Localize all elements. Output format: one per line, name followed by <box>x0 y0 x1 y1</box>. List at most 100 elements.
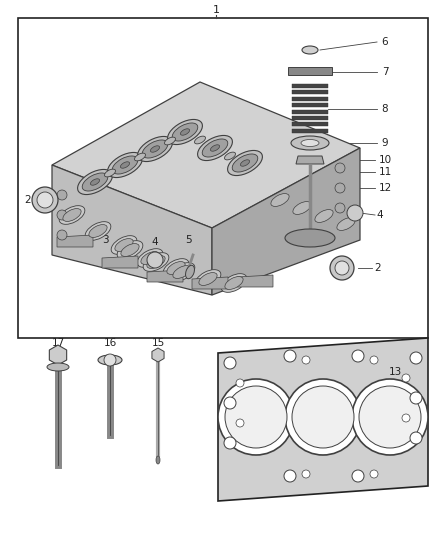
Ellipse shape <box>141 252 159 264</box>
Ellipse shape <box>120 162 130 168</box>
Ellipse shape <box>271 193 289 206</box>
Circle shape <box>285 379 361 455</box>
Circle shape <box>335 203 345 213</box>
Ellipse shape <box>225 277 243 289</box>
Text: 6: 6 <box>381 37 389 47</box>
Polygon shape <box>292 109 328 114</box>
Ellipse shape <box>78 169 113 195</box>
Polygon shape <box>292 97 328 101</box>
Text: 15: 15 <box>152 338 165 348</box>
Ellipse shape <box>105 169 116 177</box>
Circle shape <box>284 470 296 482</box>
Ellipse shape <box>225 152 236 160</box>
Polygon shape <box>57 235 93 247</box>
Ellipse shape <box>168 119 202 144</box>
Circle shape <box>224 437 236 449</box>
Circle shape <box>225 386 287 448</box>
Bar <box>18 18 428 338</box>
Polygon shape <box>147 270 183 282</box>
Ellipse shape <box>291 136 329 150</box>
Ellipse shape <box>108 152 142 177</box>
Ellipse shape <box>85 222 111 240</box>
Ellipse shape <box>121 244 139 256</box>
Circle shape <box>236 379 244 387</box>
Polygon shape <box>288 67 332 75</box>
Ellipse shape <box>147 255 165 269</box>
Circle shape <box>292 386 354 448</box>
Polygon shape <box>296 156 324 164</box>
Ellipse shape <box>47 363 69 371</box>
Text: 13: 13 <box>389 367 402 377</box>
Polygon shape <box>292 84 328 88</box>
Circle shape <box>335 261 349 275</box>
Ellipse shape <box>180 129 190 135</box>
Ellipse shape <box>63 208 81 221</box>
Ellipse shape <box>172 123 198 141</box>
Text: 8: 8 <box>381 104 389 114</box>
Ellipse shape <box>173 265 191 278</box>
Ellipse shape <box>202 139 228 157</box>
Ellipse shape <box>163 259 189 277</box>
Ellipse shape <box>142 140 168 158</box>
Text: 17: 17 <box>51 338 65 348</box>
Circle shape <box>402 414 410 422</box>
Polygon shape <box>102 256 138 268</box>
Circle shape <box>370 470 378 478</box>
Text: 4: 4 <box>377 210 383 220</box>
Circle shape <box>57 210 67 220</box>
Ellipse shape <box>134 153 145 161</box>
Polygon shape <box>292 116 328 120</box>
Ellipse shape <box>210 145 219 151</box>
Circle shape <box>330 256 354 280</box>
Text: 7: 7 <box>381 67 389 77</box>
Circle shape <box>359 386 421 448</box>
Polygon shape <box>218 338 428 501</box>
Circle shape <box>352 379 428 455</box>
Polygon shape <box>237 275 273 287</box>
Text: 4: 4 <box>152 237 158 247</box>
Text: 3: 3 <box>102 235 108 245</box>
Text: 1: 1 <box>212 5 219 15</box>
Polygon shape <box>212 148 360 295</box>
Circle shape <box>236 419 244 427</box>
Text: 2: 2 <box>25 195 31 205</box>
Circle shape <box>302 470 310 478</box>
Ellipse shape <box>115 239 133 252</box>
Ellipse shape <box>117 241 143 260</box>
Circle shape <box>335 163 345 173</box>
Ellipse shape <box>198 135 233 160</box>
Ellipse shape <box>221 273 247 292</box>
Ellipse shape <box>112 156 138 174</box>
Circle shape <box>218 379 294 455</box>
Polygon shape <box>52 82 360 228</box>
Circle shape <box>104 354 116 366</box>
Circle shape <box>302 356 310 364</box>
Circle shape <box>224 397 236 409</box>
Circle shape <box>352 350 364 362</box>
Text: 9: 9 <box>381 138 389 148</box>
Circle shape <box>347 205 363 221</box>
Circle shape <box>370 356 378 364</box>
Ellipse shape <box>199 272 217 286</box>
Circle shape <box>57 190 67 200</box>
Ellipse shape <box>337 217 355 230</box>
Circle shape <box>147 252 163 268</box>
Polygon shape <box>292 128 328 133</box>
Circle shape <box>352 470 364 482</box>
Ellipse shape <box>315 209 333 222</box>
Polygon shape <box>292 122 328 126</box>
Ellipse shape <box>89 224 107 237</box>
Ellipse shape <box>186 265 194 279</box>
Polygon shape <box>192 277 228 289</box>
Ellipse shape <box>293 201 311 214</box>
Ellipse shape <box>169 263 195 281</box>
Ellipse shape <box>285 229 335 247</box>
Ellipse shape <box>59 206 85 224</box>
Ellipse shape <box>137 249 163 268</box>
Ellipse shape <box>301 140 319 147</box>
Text: 5: 5 <box>185 235 191 245</box>
Ellipse shape <box>111 236 137 254</box>
Circle shape <box>410 432 422 444</box>
Circle shape <box>37 192 53 208</box>
Text: 14: 14 <box>401 420 415 430</box>
